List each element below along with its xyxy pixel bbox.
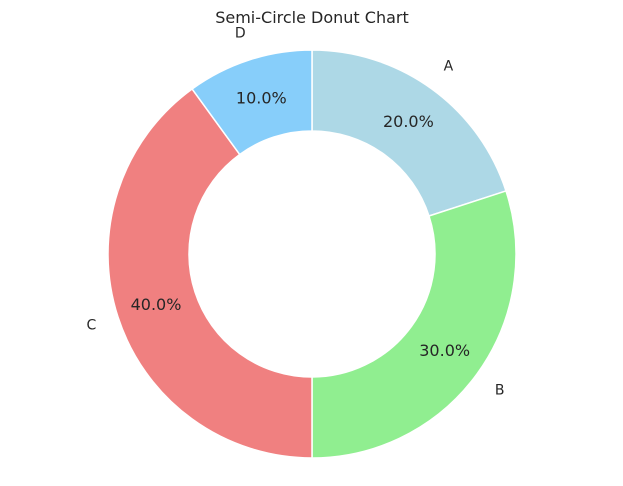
percent-label-a: 20.0% [383,112,434,131]
donut-slices [107,49,517,459]
slice-b [311,190,517,459]
percent-label-d: 10.0% [236,89,287,108]
percent-label-c: 40.0% [131,295,182,314]
category-label-b: B [495,382,505,398]
category-label-c: C [86,318,96,334]
slice-d [191,49,313,156]
percent-label-b: 30.0% [419,341,470,360]
category-label-d: D [235,25,246,41]
slice-c [107,87,313,459]
slice-a [311,49,507,217]
donut-labels: A 20.0% B 30.0% C 40.0% D 10.0% [86,25,504,398]
category-label-a: A [444,58,454,74]
chart-title: Semi-Circle Donut Chart [215,8,409,27]
